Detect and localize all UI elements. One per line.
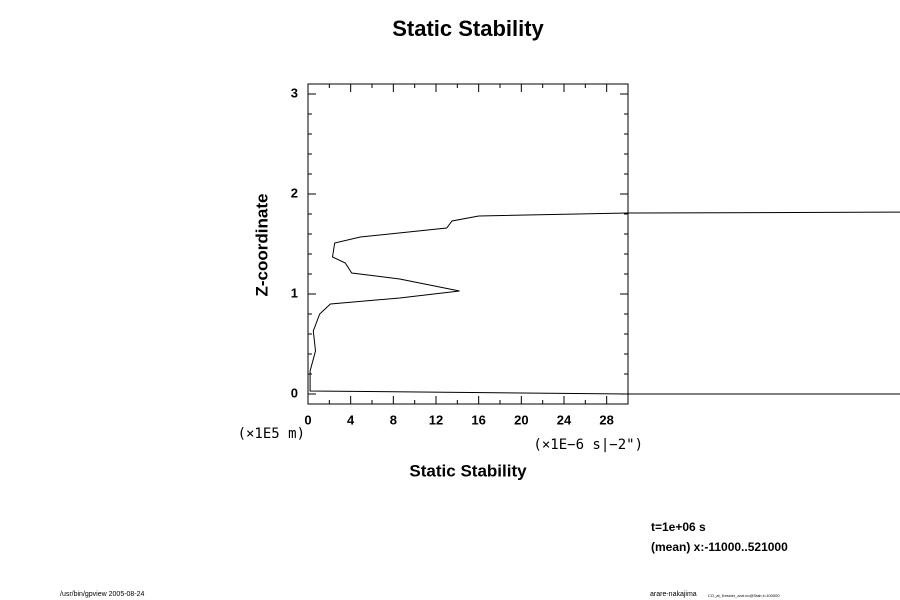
footer: /usr/bin/gpview 2005-08-24 (60, 591, 145, 598)
x-tick-label: 8 (390, 412, 397, 427)
profile-line (309, 211, 900, 395)
x-tick-label: 12 (429, 412, 443, 427)
y-tick-label: 1 (291, 285, 298, 300)
y-axis-label: Z-coordinate (252, 194, 271, 297)
footer: CO_at_Kessler_and.nc@Stab,t=100000 (708, 593, 780, 598)
y-tick-label: 3 (291, 85, 298, 100)
y-tick-label: 2 (291, 185, 298, 200)
chart-title: Static Stability (392, 16, 544, 41)
x-tick-label: 0 (304, 412, 311, 427)
annotation: (mean) x:-11000..521000 (651, 540, 788, 554)
x-tick-label: 24 (557, 412, 572, 427)
x-tick-label: 28 (599, 412, 613, 427)
x-tick-label: 16 (471, 412, 485, 427)
y-unit: (×1E5 m) (238, 426, 305, 442)
x-axis-label: Static Stability (409, 461, 527, 480)
footer: arare-nakajima (650, 591, 697, 598)
x-tick-label: 20 (514, 412, 528, 427)
y-tick-label: 0 (291, 385, 298, 400)
annotation: t=1e+06 s (651, 520, 706, 534)
x-tick-label: 4 (347, 412, 355, 427)
x-unit: (×1E−6 s|−2") (533, 437, 643, 453)
plot-frame (307, 83, 629, 405)
